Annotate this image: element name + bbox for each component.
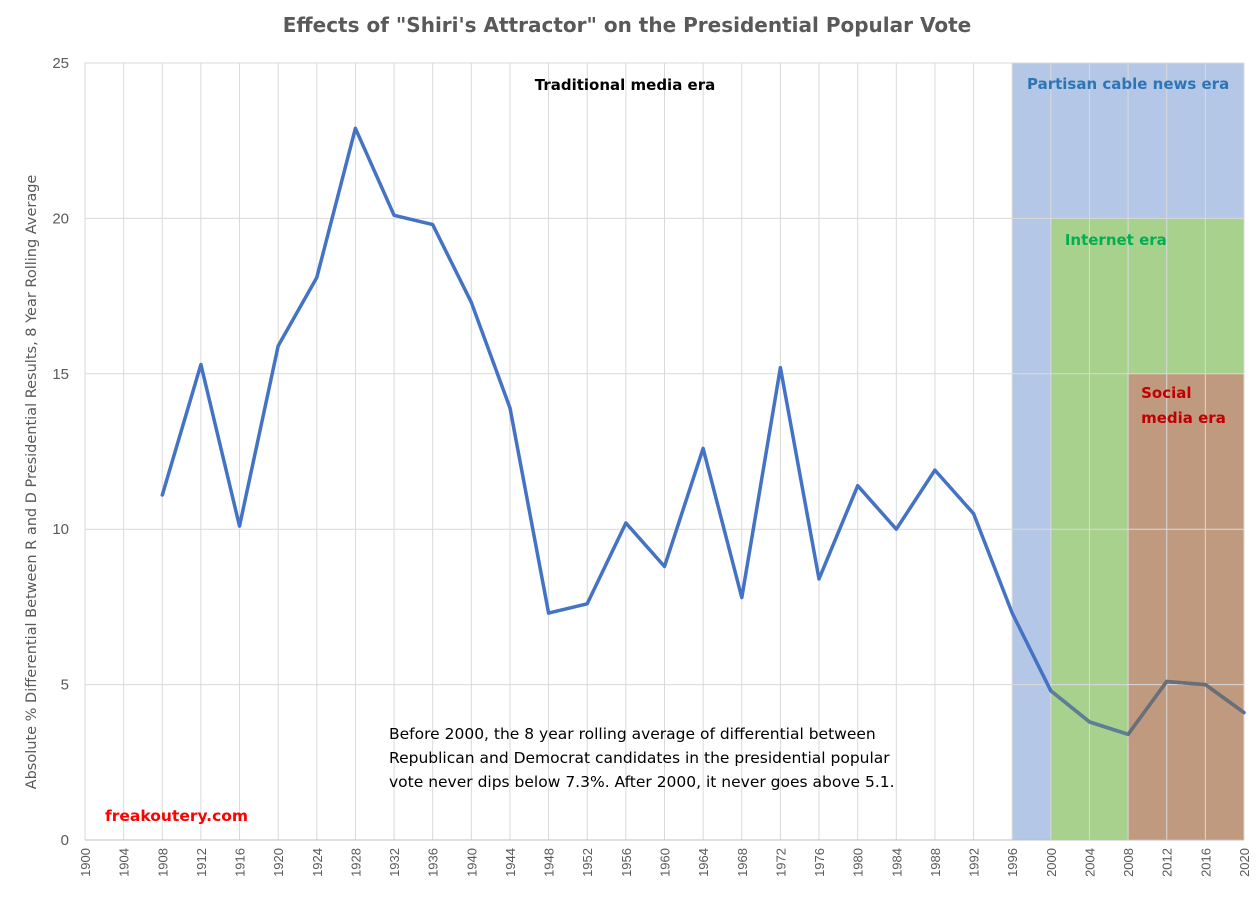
data-point: [972, 512, 976, 516]
data-point: [276, 344, 280, 348]
y-axis-label: Absolute % Differential Between R and D …: [24, 175, 40, 790]
y-tick-label: 15: [52, 366, 69, 383]
gridlines: [84, 62, 1245, 841]
x-tick-label: 1960: [658, 848, 673, 877]
x-tick-label: 1904: [117, 848, 132, 877]
y-tick-label: 20: [52, 210, 69, 227]
x-tick-label: 1980: [851, 848, 866, 877]
data-point: [856, 484, 860, 488]
x-tick-label: 1992: [967, 848, 982, 877]
y-tick-label: 10: [52, 521, 69, 538]
x-tick-label: 1916: [233, 848, 248, 877]
chart-title: Effects of "Shiri's Attractor" on the Pr…: [283, 13, 971, 37]
y-tick-label: 25: [52, 55, 69, 72]
data-point: [547, 611, 551, 615]
x-tick-label: 1940: [464, 848, 479, 877]
x-tick-label: 2016: [1198, 848, 1213, 877]
era-label-2: Social media era: [1141, 384, 1226, 427]
x-tick-label: 1976: [812, 848, 827, 877]
x-tick-label: 1956: [619, 848, 634, 877]
series-line-internet-segment: [1050, 686, 1129, 737]
x-tick-label: 1912: [194, 848, 209, 877]
era-region-2: [1128, 373, 1244, 840]
data-series: [160, 126, 1246, 737]
data-point: [894, 527, 898, 531]
x-tick-label: 1944: [503, 848, 518, 877]
data-point: [238, 524, 242, 528]
x-tick-label: 2008: [1121, 848, 1136, 877]
x-tick-label: 1984: [889, 848, 904, 877]
note-line: Republican and Democrat candidates in th…: [389, 749, 890, 767]
x-tick-label: 1924: [310, 848, 325, 877]
x-tick-label: 2000: [1044, 848, 1059, 877]
data-point: [431, 223, 435, 227]
x-tick-label: 1932: [387, 848, 402, 877]
y-tick-label: 5: [61, 677, 69, 694]
data-point: [1010, 611, 1014, 615]
era-label-0: Partisan cable news era: [1027, 75, 1229, 93]
note-line: Before 2000, the 8 year rolling average …: [389, 725, 876, 743]
x-tick-label: 1968: [735, 848, 750, 877]
data-point: [740, 596, 744, 600]
era-label-1: Internet era: [1065, 231, 1167, 249]
brand-label: freakoutery.com: [105, 807, 248, 825]
x-tick-label: 1948: [542, 848, 557, 877]
data-point: [199, 362, 203, 366]
tick-labels: 0 5 10 15 20 25 1900 1904 1908 1912 1916 1920 1924 19…: [52, 55, 1252, 877]
data-point: [353, 126, 357, 130]
x-tick-label: 1928: [348, 848, 363, 877]
x-tick-label: 1996: [1005, 848, 1020, 877]
x-tick-label: 2004: [1082, 848, 1097, 877]
data-point: [508, 406, 512, 410]
data-point: [392, 213, 396, 217]
data-point: [933, 468, 937, 472]
data-point: [160, 493, 164, 497]
x-tick-label: 1988: [928, 848, 943, 877]
x-tick-label: 1920: [271, 848, 286, 877]
x-tick-label: 1964: [696, 848, 711, 877]
data-point: [778, 366, 782, 370]
x-tick-label: 1900: [78, 848, 93, 877]
x-tick-label: 2012: [1160, 848, 1175, 877]
x-tick-label: 1972: [773, 848, 788, 877]
data-point: [663, 564, 666, 568]
traditional-era-label: Traditional media era: [535, 76, 715, 94]
data-point: [624, 521, 628, 525]
x-tick-label: 1952: [580, 848, 595, 877]
x-tick-label: 1936: [426, 848, 441, 877]
data-point: [315, 275, 319, 279]
note-text-block: Before 2000, the 8 year rolling average …: [389, 725, 895, 791]
x-tick-label: 2020: [1237, 848, 1252, 877]
y-tick-label: 0: [61, 832, 69, 849]
data-point: [701, 446, 705, 450]
data-point: [585, 602, 589, 606]
data-point: [817, 577, 821, 581]
era-labels: Partisan cable news era Internet era Socia…: [1027, 75, 1229, 427]
note-line: vote never dips below 7.3%. After 2000, …: [389, 773, 895, 791]
data-point: [469, 300, 473, 304]
x-tick-label: 1908: [155, 848, 170, 877]
